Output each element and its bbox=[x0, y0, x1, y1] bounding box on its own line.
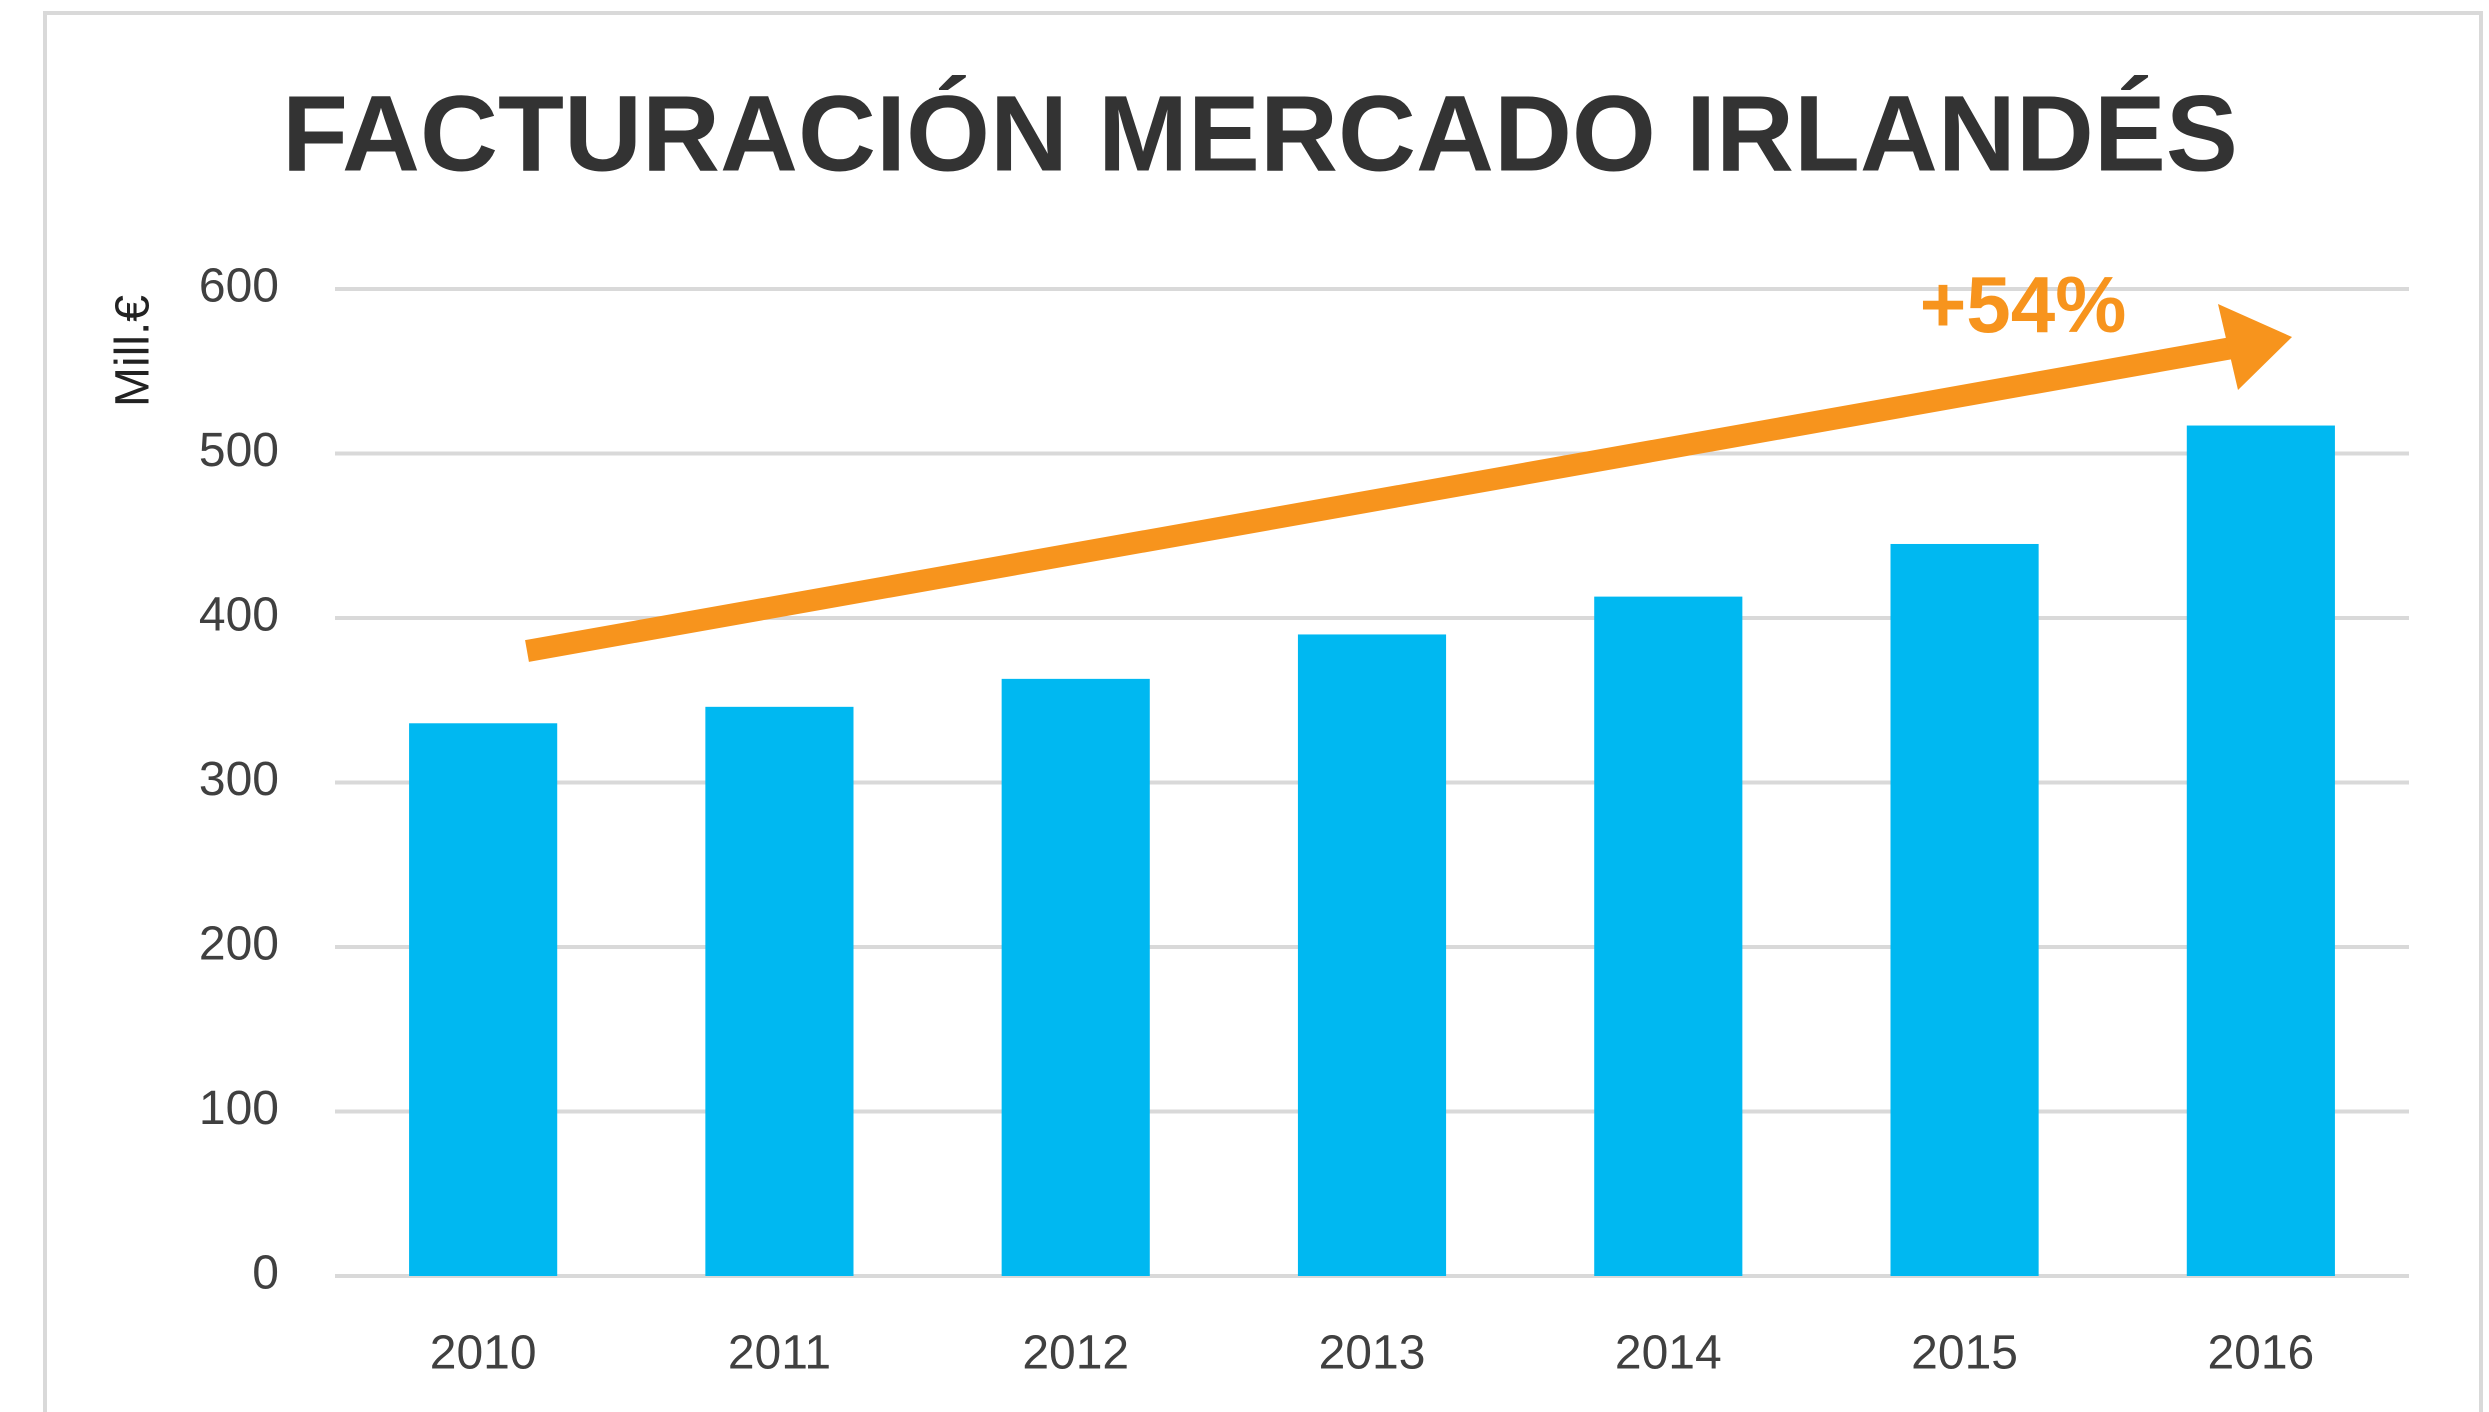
trend-arrow bbox=[525, 304, 2292, 662]
y-tick-label: 200 bbox=[199, 918, 279, 971]
bar bbox=[1594, 596, 1743, 1276]
bar bbox=[409, 723, 558, 1276]
y-tick-label: 600 bbox=[199, 260, 279, 313]
x-tick-label: 2014 bbox=[1615, 1327, 1722, 1380]
bar bbox=[705, 706, 854, 1276]
bar bbox=[2186, 425, 2335, 1276]
arrow-shaft bbox=[525, 337, 2234, 662]
arrow-head bbox=[2218, 304, 2292, 390]
y-tick-label: 0 bbox=[252, 1247, 279, 1300]
y-tick-label: 100 bbox=[199, 1082, 279, 1135]
bar bbox=[1297, 634, 1447, 1276]
x-tick-label: 2010 bbox=[430, 1327, 537, 1380]
y-tick-label: 500 bbox=[199, 424, 279, 477]
annotation: +54% bbox=[1920, 260, 2127, 349]
chart-title: FACTURACIÓN MERCADO IRLANDÉS bbox=[282, 73, 2238, 194]
y-tick-label: 400 bbox=[199, 589, 279, 642]
x-tick-label: 2016 bbox=[2207, 1327, 2314, 1380]
bar bbox=[1001, 678, 1150, 1276]
y-axis-label: Mill.€ bbox=[107, 295, 160, 407]
bar bbox=[1890, 543, 2039, 1276]
y-tick-label: 300 bbox=[199, 753, 279, 806]
x-tick-label: 2012 bbox=[1022, 1327, 1129, 1380]
x-tick-label: 2011 bbox=[728, 1327, 831, 1380]
x-tick-label: 2013 bbox=[1319, 1327, 1426, 1380]
x-tick-label: 2015 bbox=[1911, 1327, 2018, 1380]
